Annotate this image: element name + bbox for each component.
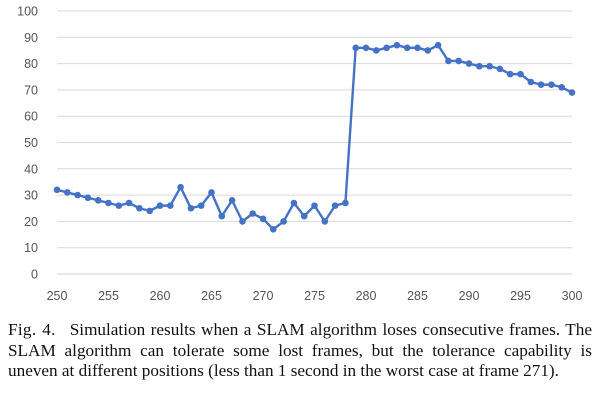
caption-text: Simulation results when a SLAM algorithm… [8,320,592,380]
data-point [414,44,421,52]
gridlines [57,10,572,275]
data-point [197,202,205,209]
data-point [393,41,401,49]
data-point [208,189,215,196]
line-chart: 0 10 20 30 40 50 60 70 80 90 100 250 255 260 265 270 27… [17,5,583,304]
data-point [228,197,236,204]
y-tick-label: 60 [24,110,38,124]
data-point [218,212,226,220]
data-point [445,57,452,65]
data-point [187,204,195,212]
data-point [486,62,493,70]
x-tick-label: 265 [201,289,222,303]
data-point [527,78,535,86]
x-tick-label: 270 [253,289,274,303]
data-point [352,44,360,52]
data-point [280,218,287,225]
data-point [465,60,473,67]
data-point [342,199,349,207]
data-point [259,215,267,223]
data-point [94,197,102,204]
x-tick-label: 280 [356,289,377,303]
data-point [115,202,123,209]
x-tick-label: 250 [47,289,68,303]
figure-caption: Fig. 4. Simulation results when a SLAM al… [8,320,592,382]
x-tick-label: 255 [98,289,119,303]
data-point [239,218,246,225]
data-point [74,191,81,199]
series-line [56,43,573,231]
data-point [455,57,463,65]
data-point [362,44,370,52]
data-point [476,62,483,70]
data-point [290,199,298,207]
data-point [84,194,92,202]
data-point [558,83,565,91]
data-point [270,225,277,233]
data-series [53,41,576,233]
y-tick-label: 90 [24,31,38,45]
y-tick-label: 30 [24,189,38,203]
data-point [506,70,514,78]
x-tick-label: 275 [304,289,325,303]
y-tick-label: 10 [24,241,38,255]
data-point [331,202,339,209]
data-point [321,218,329,225]
data-point [517,70,524,78]
data-point [300,212,308,220]
data-point [311,202,318,209]
y-tick-label: 20 [24,215,38,229]
y-tick-label: 100 [17,5,38,19]
data-point [156,202,164,209]
y-tick-label: 50 [24,136,38,150]
data-point [53,186,61,194]
data-point [548,81,555,88]
data-point [249,210,256,217]
data-point [403,44,411,52]
x-tick-label: 260 [150,289,171,303]
data-point [496,65,504,73]
data-point [373,47,380,54]
x-tick-label: 285 [407,289,428,303]
x-axis: 250 255 260 265 270 275 280 285 290 295 300 [47,289,583,303]
data-point [125,199,133,207]
y-tick-label: 70 [24,83,38,97]
y-axis: 0 10 20 30 40 50 60 70 80 90 100 [17,5,38,282]
data-point [424,47,432,54]
data-point [434,41,442,49]
y-tick-label: 40 [24,162,38,176]
x-tick-label: 290 [459,289,480,303]
x-tick-label: 300 [562,289,583,303]
y-tick-label: 0 [31,268,38,282]
x-tick-label: 295 [510,289,531,303]
data-point [136,204,143,212]
data-point [568,89,576,96]
caption-label: Fig. 4. [8,320,56,339]
data-point [64,189,71,196]
data-point [167,202,174,209]
data-point [105,199,112,207]
data-point [146,207,153,215]
data-point [177,183,184,191]
y-tick-label: 80 [24,57,38,71]
data-point [537,81,545,88]
data-point [383,44,390,52]
